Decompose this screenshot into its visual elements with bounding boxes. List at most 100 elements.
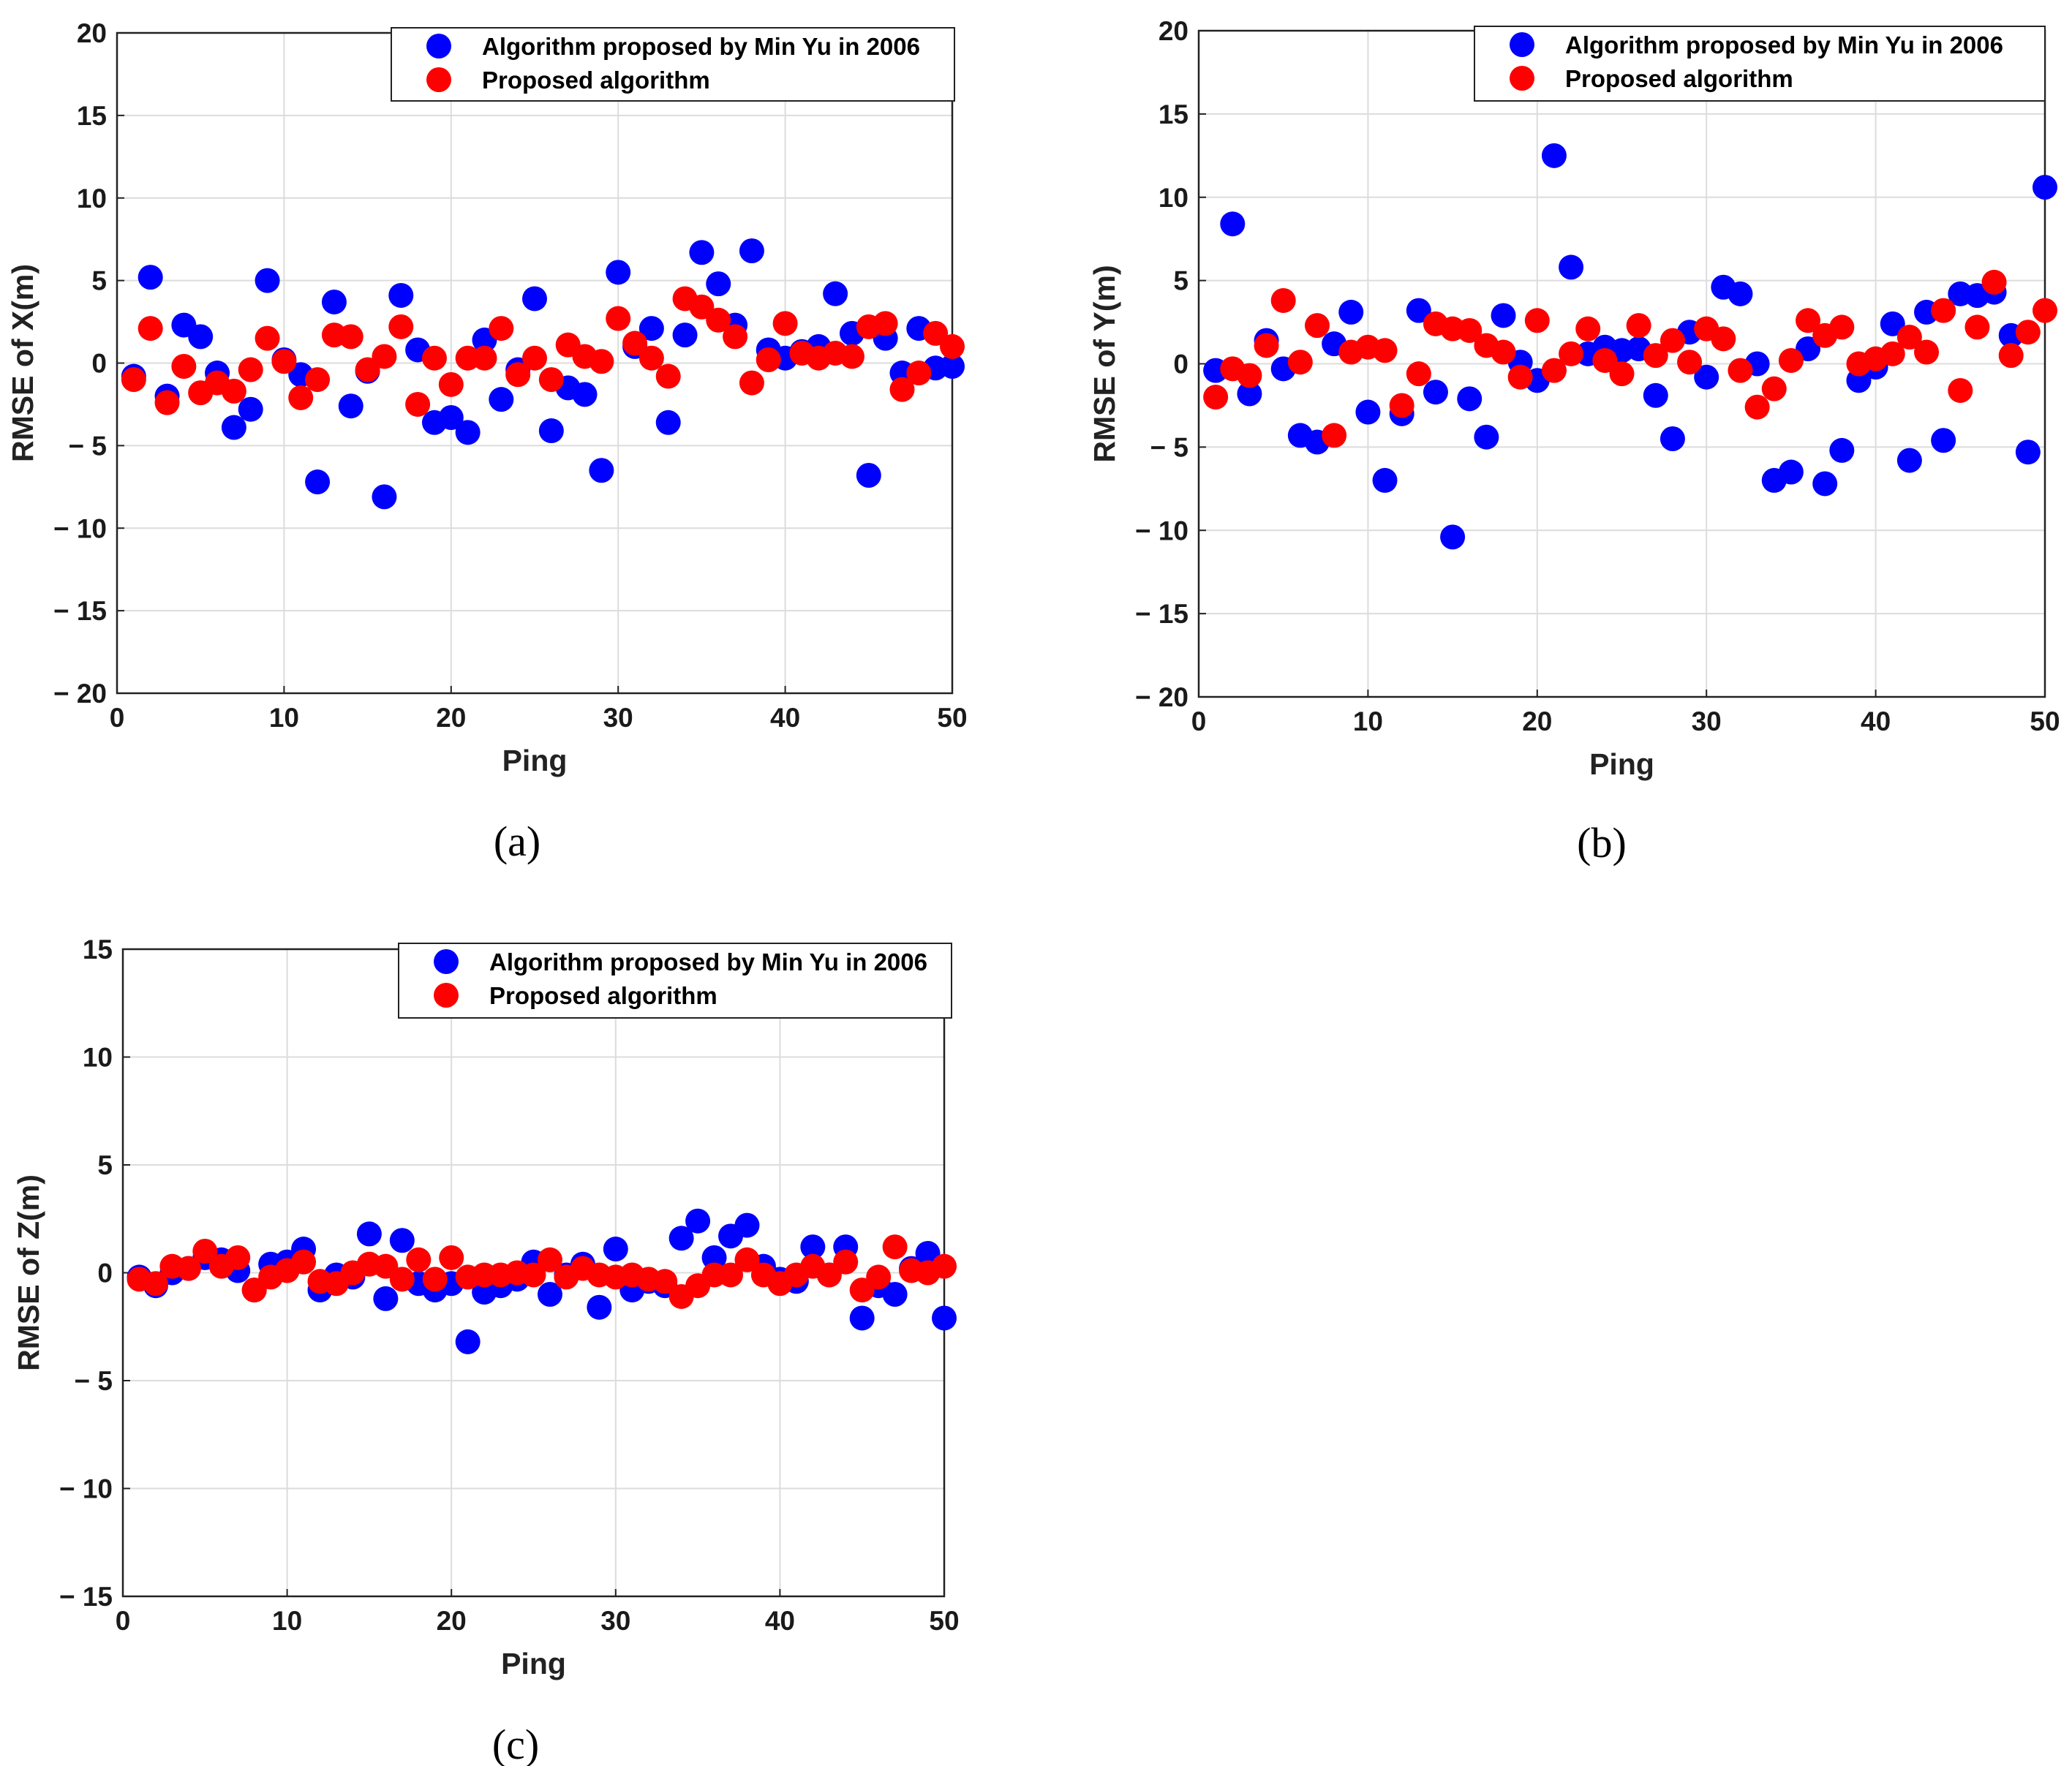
point-proposed xyxy=(1287,350,1313,375)
point-proposed xyxy=(1896,325,1922,350)
point-proposed xyxy=(538,367,564,393)
legend: Algorithm proposed by Min Yu in 2006 Prop… xyxy=(398,943,952,1019)
point-proposed xyxy=(154,390,180,415)
point-proposed xyxy=(589,349,614,374)
x-tick-label: 0 xyxy=(116,1606,131,1636)
panel-caption: (b) xyxy=(1577,819,1627,867)
point-proposed xyxy=(1981,269,2007,295)
point-proposed xyxy=(522,345,547,371)
point-proposed xyxy=(1778,347,1804,373)
point-proposed xyxy=(940,333,965,359)
point-min-yu-2006 xyxy=(672,322,698,348)
point-min-yu-2006 xyxy=(587,1294,612,1320)
point-min-yu-2006 xyxy=(1880,311,1905,336)
point-min-yu-2006 xyxy=(538,418,564,444)
point-proposed xyxy=(439,1245,464,1270)
point-proposed xyxy=(1457,317,1483,343)
y-tick-label: 5 xyxy=(97,1150,113,1180)
point-proposed xyxy=(472,345,497,371)
point-proposed xyxy=(1744,394,1770,420)
point-min-yu-2006 xyxy=(1491,303,1516,328)
point-proposed xyxy=(606,306,631,331)
point-proposed xyxy=(388,314,414,339)
y-tick-label: 15 xyxy=(83,935,113,965)
point-proposed xyxy=(338,324,363,350)
point-min-yu-2006 xyxy=(572,382,598,407)
y-tick-label: − 5 xyxy=(69,431,107,461)
point-min-yu-2006 xyxy=(856,463,881,488)
legend-label-proposed: Proposed algorithm xyxy=(482,67,710,94)
point-min-yu-2006 xyxy=(606,260,631,285)
y-tick-label: 5 xyxy=(91,266,107,296)
point-min-yu-2006 xyxy=(1660,426,1685,451)
y-tick-label: − 20 xyxy=(1135,682,1188,712)
point-proposed xyxy=(1237,363,1262,388)
y-tick-label: − 15 xyxy=(59,1582,113,1612)
y-tick-label: 0 xyxy=(97,1259,113,1288)
point-min-yu-2006 xyxy=(1474,424,1499,450)
y-tick-label: 15 xyxy=(1159,99,1188,129)
point-min-yu-2006 xyxy=(489,387,514,412)
y-tick-label: 15 xyxy=(77,101,107,131)
point-proposed xyxy=(1372,338,1398,363)
point-min-yu-2006 xyxy=(438,404,464,430)
point-proposed xyxy=(405,391,431,417)
point-proposed xyxy=(1948,377,1973,403)
legend-label-min-yu-2006: Algorithm proposed by Min Yu in 2006 xyxy=(489,948,927,976)
point-proposed xyxy=(772,311,798,336)
point-min-yu-2006 xyxy=(1423,380,1448,405)
legend-marker-proposed xyxy=(1510,66,1534,91)
point-min-yu-2006 xyxy=(1812,471,1838,497)
point-proposed xyxy=(1643,343,1668,369)
point-proposed xyxy=(1761,376,1787,401)
point-proposed xyxy=(271,349,297,374)
x-tick-label: 0 xyxy=(1191,706,1207,736)
point-proposed xyxy=(718,1262,744,1288)
point-min-yu-2006 xyxy=(1694,364,1719,390)
point-proposed xyxy=(839,344,864,369)
point-min-yu-2006 xyxy=(338,393,363,419)
point-min-yu-2006 xyxy=(668,1226,694,1251)
point-min-yu-2006 xyxy=(638,316,664,341)
point-proposed xyxy=(923,320,949,346)
x-tick-label: 40 xyxy=(765,1606,795,1636)
point-min-yu-2006 xyxy=(1896,448,1922,473)
point-proposed xyxy=(1796,308,1821,333)
point-min-yu-2006 xyxy=(739,238,764,263)
y-tick-label: 5 xyxy=(1173,266,1188,296)
point-proposed xyxy=(1559,341,1584,366)
point-proposed xyxy=(2015,320,2041,345)
legend-marker-min-yu-2006 xyxy=(426,34,451,59)
point-min-yu-2006 xyxy=(823,281,848,306)
point-proposed xyxy=(176,1256,201,1281)
point-min-yu-2006 xyxy=(603,1237,628,1262)
legend: Algorithm proposed by Min Yu in 2006 Prop… xyxy=(391,27,955,102)
legend-marker-proposed xyxy=(426,67,451,92)
point-proposed xyxy=(652,1269,678,1294)
y-tick-label: − 10 xyxy=(59,1474,113,1504)
point-min-yu-2006 xyxy=(137,265,163,290)
point-min-yu-2006 xyxy=(321,289,347,314)
point-proposed xyxy=(421,345,447,371)
x-tick-label: 30 xyxy=(600,1606,630,1636)
point-proposed xyxy=(2033,298,2057,323)
point-min-yu-2006 xyxy=(255,268,280,293)
point-min-yu-2006 xyxy=(655,410,681,435)
point-proposed xyxy=(389,1267,415,1292)
point-min-yu-2006 xyxy=(1457,386,1483,412)
point-proposed xyxy=(1270,287,1296,313)
point-proposed xyxy=(1728,358,1753,383)
point-proposed xyxy=(1880,341,1905,366)
point-min-yu-2006 xyxy=(589,458,614,483)
x-tick-label: 30 xyxy=(1692,706,1722,736)
panel-caption: (a) xyxy=(494,818,540,865)
y-tick-label: − 20 xyxy=(53,679,107,709)
point-min-yu-2006 xyxy=(522,286,547,312)
legend-label-min-yu-2006: Algorithm proposed by Min Yu in 2006 xyxy=(482,33,920,60)
point-proposed xyxy=(1304,313,1330,339)
point-min-yu-2006 xyxy=(882,1282,908,1307)
point-min-yu-2006 xyxy=(537,1282,562,1307)
legend: Algorithm proposed by Min Yu in 2006 Prop… xyxy=(1474,26,2046,102)
